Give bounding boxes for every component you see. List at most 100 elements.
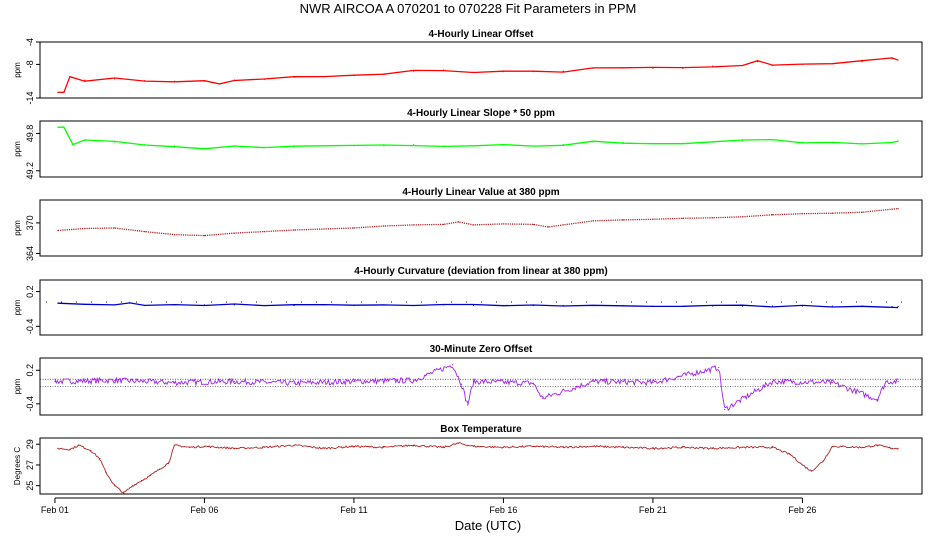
data-point <box>323 304 325 306</box>
data-point <box>562 144 564 146</box>
data-point <box>132 485 134 487</box>
data-point <box>114 485 116 487</box>
data-point <box>771 446 774 448</box>
y-axis-label: ppm <box>13 299 22 315</box>
series-line-linear-offset <box>57 57 899 94</box>
plot-frame <box>39 120 923 178</box>
data-point <box>263 304 265 307</box>
data-point <box>652 381 654 384</box>
y-tick-label: -0.4 <box>25 319 35 335</box>
panel-linear-slope: 4-Hourly Linear Slope * 50 ppm 49.8 49.2pp… <box>13 108 923 180</box>
data-point <box>724 408 726 411</box>
data-point <box>861 142 863 144</box>
data-point <box>443 304 445 306</box>
x-tick-label: Feb 26 <box>788 505 816 515</box>
data-point <box>831 141 833 143</box>
y-tick-label: 49.2 <box>25 162 35 180</box>
data-point <box>861 305 863 307</box>
data-point <box>712 305 714 307</box>
data-point <box>810 470 812 472</box>
data-point <box>203 445 206 447</box>
data-point <box>57 229 59 232</box>
data-point <box>532 223 534 226</box>
data-point <box>114 141 116 143</box>
data-point <box>885 380 887 383</box>
y-tick-label: 370 <box>25 215 35 230</box>
series-line-box-temperature <box>57 442 899 493</box>
data-point <box>413 304 415 307</box>
data-point <box>188 446 191 448</box>
data-point <box>801 141 804 143</box>
data-point <box>897 306 899 308</box>
data-point <box>173 304 176 306</box>
data-point <box>144 144 146 146</box>
data-point <box>472 71 475 73</box>
data-point <box>457 221 460 223</box>
data-point <box>771 214 774 216</box>
data-point <box>502 304 505 307</box>
data-point <box>502 446 505 448</box>
data-point <box>801 213 804 215</box>
data-point <box>69 448 71 451</box>
y-tick-label: -4 <box>25 38 35 46</box>
data-point <box>263 446 265 448</box>
data-point <box>472 304 475 307</box>
data-point <box>622 304 624 307</box>
data-point <box>891 58 893 60</box>
panel-curvature: 4-Hourly Curvature (deviation from linea… <box>13 266 923 336</box>
y-tick-label: 29 <box>25 439 35 449</box>
y-axis-label: ppm <box>13 141 22 157</box>
data-point <box>897 59 899 61</box>
data-point <box>443 69 445 71</box>
data-point <box>831 381 833 384</box>
data-point <box>233 447 235 449</box>
data-point <box>69 76 71 78</box>
data-point <box>63 91 65 93</box>
data-point <box>78 444 80 446</box>
data-point <box>383 446 385 448</box>
x-axis-title: Date (UTC) <box>454 518 522 533</box>
data-point <box>756 61 759 63</box>
data-point <box>293 304 295 307</box>
data-point <box>158 468 161 470</box>
data-point <box>353 304 355 307</box>
data-point <box>167 462 170 464</box>
data-point <box>682 305 684 307</box>
data-point <box>831 212 833 214</box>
data-point <box>891 447 893 449</box>
data-point <box>457 442 460 444</box>
data-point <box>502 71 505 73</box>
data-point <box>141 479 143 482</box>
data-point <box>203 304 206 306</box>
data-point <box>293 76 295 78</box>
data-point <box>652 67 654 69</box>
data-point <box>293 444 295 446</box>
data-point <box>57 302 59 304</box>
data-point <box>353 145 355 147</box>
data-point <box>443 145 445 147</box>
data-point <box>712 65 714 67</box>
data-point <box>831 445 833 447</box>
data-point <box>822 460 824 462</box>
data-point <box>84 227 86 230</box>
y-tick-label: 27 <box>25 460 35 470</box>
data-point <box>57 447 59 449</box>
data-point <box>57 91 59 93</box>
data-point <box>801 464 804 466</box>
panel-title: 4-Hourly Curvature (deviation from linea… <box>354 266 607 277</box>
data-point <box>353 75 355 77</box>
data-point <box>144 304 146 307</box>
data-point <box>472 380 475 383</box>
panel-title: 4-Hourly Linear Slope * 50 ppm <box>407 108 555 119</box>
data-point <box>323 447 325 449</box>
data-point <box>801 63 804 65</box>
data-point <box>718 366 720 369</box>
data-point <box>54 380 56 383</box>
series-line-curvature <box>57 302 899 309</box>
data-point <box>592 220 594 222</box>
data-point <box>443 446 445 448</box>
x-axis: Feb 01 Feb 06 Feb 11 Feb 16 Feb 21 Feb 26 <box>41 497 816 515</box>
data-point <box>383 225 385 227</box>
series-line-zero-offset <box>54 364 899 411</box>
